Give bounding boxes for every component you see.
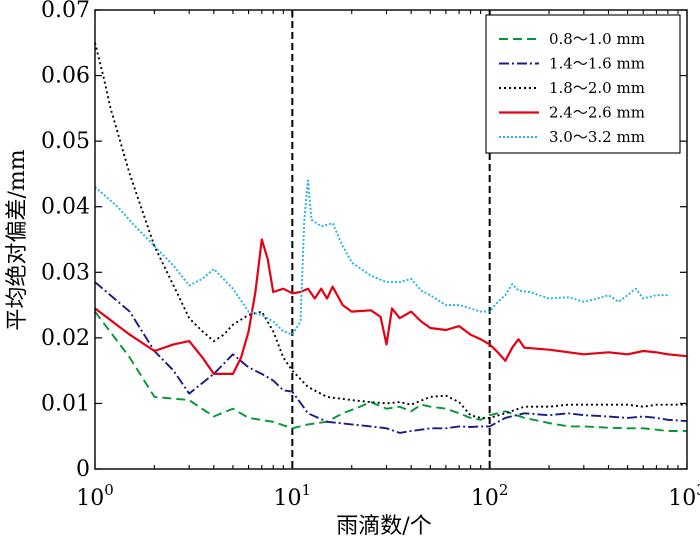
x-tick-label: 101	[274, 481, 312, 511]
legend-label: 0.8～1.0 mm	[549, 30, 645, 48]
series-line-2	[94, 42, 687, 419]
x-tick-label: 100	[76, 481, 114, 511]
x-tick-label-base: 10	[668, 486, 696, 511]
series-line-3	[94, 238, 688, 375]
x-axis-label: 雨滴数/个	[336, 514, 431, 539]
x-tick-label: 103	[668, 481, 700, 511]
legend-label: 1.4～1.6 mm	[549, 55, 645, 73]
y-tick-label: 0.04	[41, 195, 90, 220]
x-tick-label-exponent: 2	[499, 481, 509, 499]
x-tick-label-base: 10	[76, 486, 104, 511]
y-tick-label: 0.02	[41, 326, 90, 351]
y-tick-label: 0.07	[41, 0, 90, 23]
plot-frame	[94, 9, 688, 470]
x-tick-label-exponent: 3	[696, 481, 700, 499]
x-tick-label-base: 10	[274, 486, 302, 511]
y-tick-label: 0.01	[41, 391, 90, 416]
series-line-4	[94, 179, 668, 336]
y-tick-label: 0	[76, 457, 90, 482]
legend-label: 3.0～3.2 mm	[549, 128, 645, 146]
y-tick-label: 0.03	[41, 260, 90, 285]
series-line-1	[94, 281, 688, 434]
x-tick-label-base: 10	[471, 486, 499, 511]
legend: 0.8～1.0 mm 1.4～1.6 mm 1.8～2.0 mm 2.4～2.6 mm…	[485, 14, 681, 154]
x-tick-label: 102	[471, 481, 509, 511]
y-tick-label: 0.06	[41, 64, 90, 89]
plot-area	[94, 10, 688, 469]
x-tick-label-exponent: 0	[104, 481, 114, 499]
legend-label: 2.4～2.6 mm	[549, 104, 645, 122]
series-line-0	[94, 311, 687, 432]
legend-label: 1.8～2.0 mm	[549, 79, 645, 97]
x-tick-label-exponent: 1	[302, 481, 312, 499]
legend-box	[485, 14, 681, 154]
y-axis-label: 平均绝对偏差/mm	[5, 149, 30, 330]
y-tick-label: 0.05	[41, 129, 90, 154]
